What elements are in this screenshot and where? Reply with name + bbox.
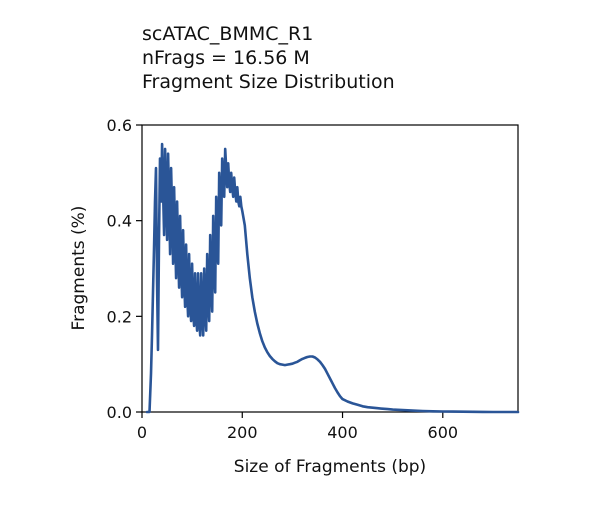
- y-tick-label: 0.0: [107, 403, 132, 422]
- y-tick-label: 0.6: [107, 116, 132, 135]
- x-tick-label: 400: [327, 423, 358, 442]
- x-axis-title: Size of Fragments (bp): [234, 457, 426, 477]
- fragment-distribution-line: [145, 142, 520, 414]
- y-axis-title: Fragments (%): [69, 206, 89, 331]
- plot-area: 0 200 400 600 0.0 0.2 0.4 0.6: [107, 116, 520, 442]
- chart-title: scATAC_BMMC_R1 nFrags = 16.56 M Fragment…: [142, 22, 395, 94]
- y-tick-label: 0.4: [107, 212, 132, 231]
- y-tick-label: 0.2: [107, 307, 132, 326]
- x-tick-label: 600: [428, 423, 459, 442]
- plot-frame: [141, 124, 519, 413]
- chart-title-line-3: Fragment Size Distribution: [142, 71, 395, 93]
- chart-title-line-2: nFrags = 16.56 M: [142, 47, 310, 69]
- x-tick-label: 0: [137, 423, 147, 442]
- chart-title-line-1: scATAC_BMMC_R1: [142, 23, 314, 45]
- x-tick-label: 200: [227, 423, 258, 442]
